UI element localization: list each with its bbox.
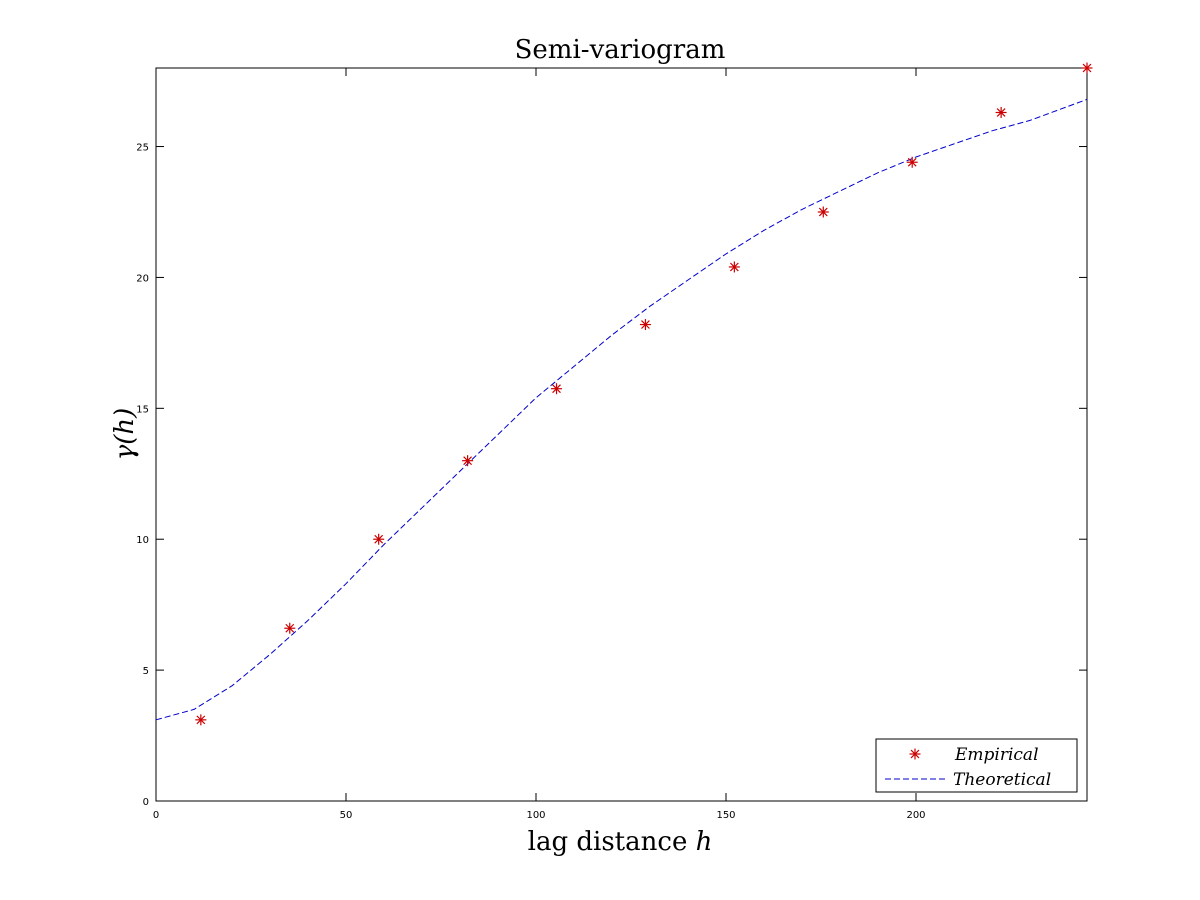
y-tick-label: 15 [136,404,149,415]
theoretical-curve [155,98,1088,721]
asterisk-stroke [1082,63,1092,73]
legend-empirical-label: Empirical [954,745,1039,765]
axes-box [155,67,1088,802]
y-tick-label: 20 [136,273,149,284]
x-tick-label: 50 [340,810,353,821]
empirical-point [728,261,740,273]
asterisk-stroke [374,534,384,544]
empirical-point [639,319,651,331]
empirical-point [284,622,296,634]
x-tick-label: 150 [716,810,735,821]
empirical-point [373,533,385,545]
asterisk-stroke [285,623,295,633]
y-axis-label: γ(h) [110,408,140,461]
y-tick-label: 10 [136,535,149,546]
empirical-point [551,383,563,395]
y-tick-label: 0 [143,797,149,808]
asterisk-stroke [552,384,561,394]
empirical-point [1081,62,1093,74]
empirical-point [462,455,474,467]
x-axis-label-text: lag distance [528,827,696,857]
x-tick-label: 100 [526,810,545,821]
asterisk-stroke [996,108,1006,117]
empirical-point [817,206,829,218]
asterisk-stroke [463,456,472,466]
empirical-point [906,156,918,168]
asterisk-stroke [729,262,739,272]
asterisk-stroke [910,749,920,759]
legend-theoretical-label: Theoretical [953,770,1051,790]
plot-area: 0 50 100 150 200 0 5 10 15 20 25 lag distance h γ(h)… [110,62,1093,857]
asterisk-stroke [818,207,828,217]
x-tick-label: 200 [906,810,925,821]
y-tick-label: 5 [143,666,149,677]
x-tick-label: 0 [153,810,159,821]
legend-box [875,738,1078,793]
asterisk-stroke [641,320,650,329]
x-axis-label-variable: h [696,827,713,857]
empirical-point [995,107,1007,119]
y-tick-label: 25 [136,143,149,154]
x-axis-label: lag distance h [528,827,713,857]
chart-title: Semi-variogram [515,35,726,65]
asterisk-stroke [196,715,206,725]
asterisk-stroke [907,157,917,167]
legend-empirical-marker [909,748,921,760]
empirical-point [195,714,207,726]
